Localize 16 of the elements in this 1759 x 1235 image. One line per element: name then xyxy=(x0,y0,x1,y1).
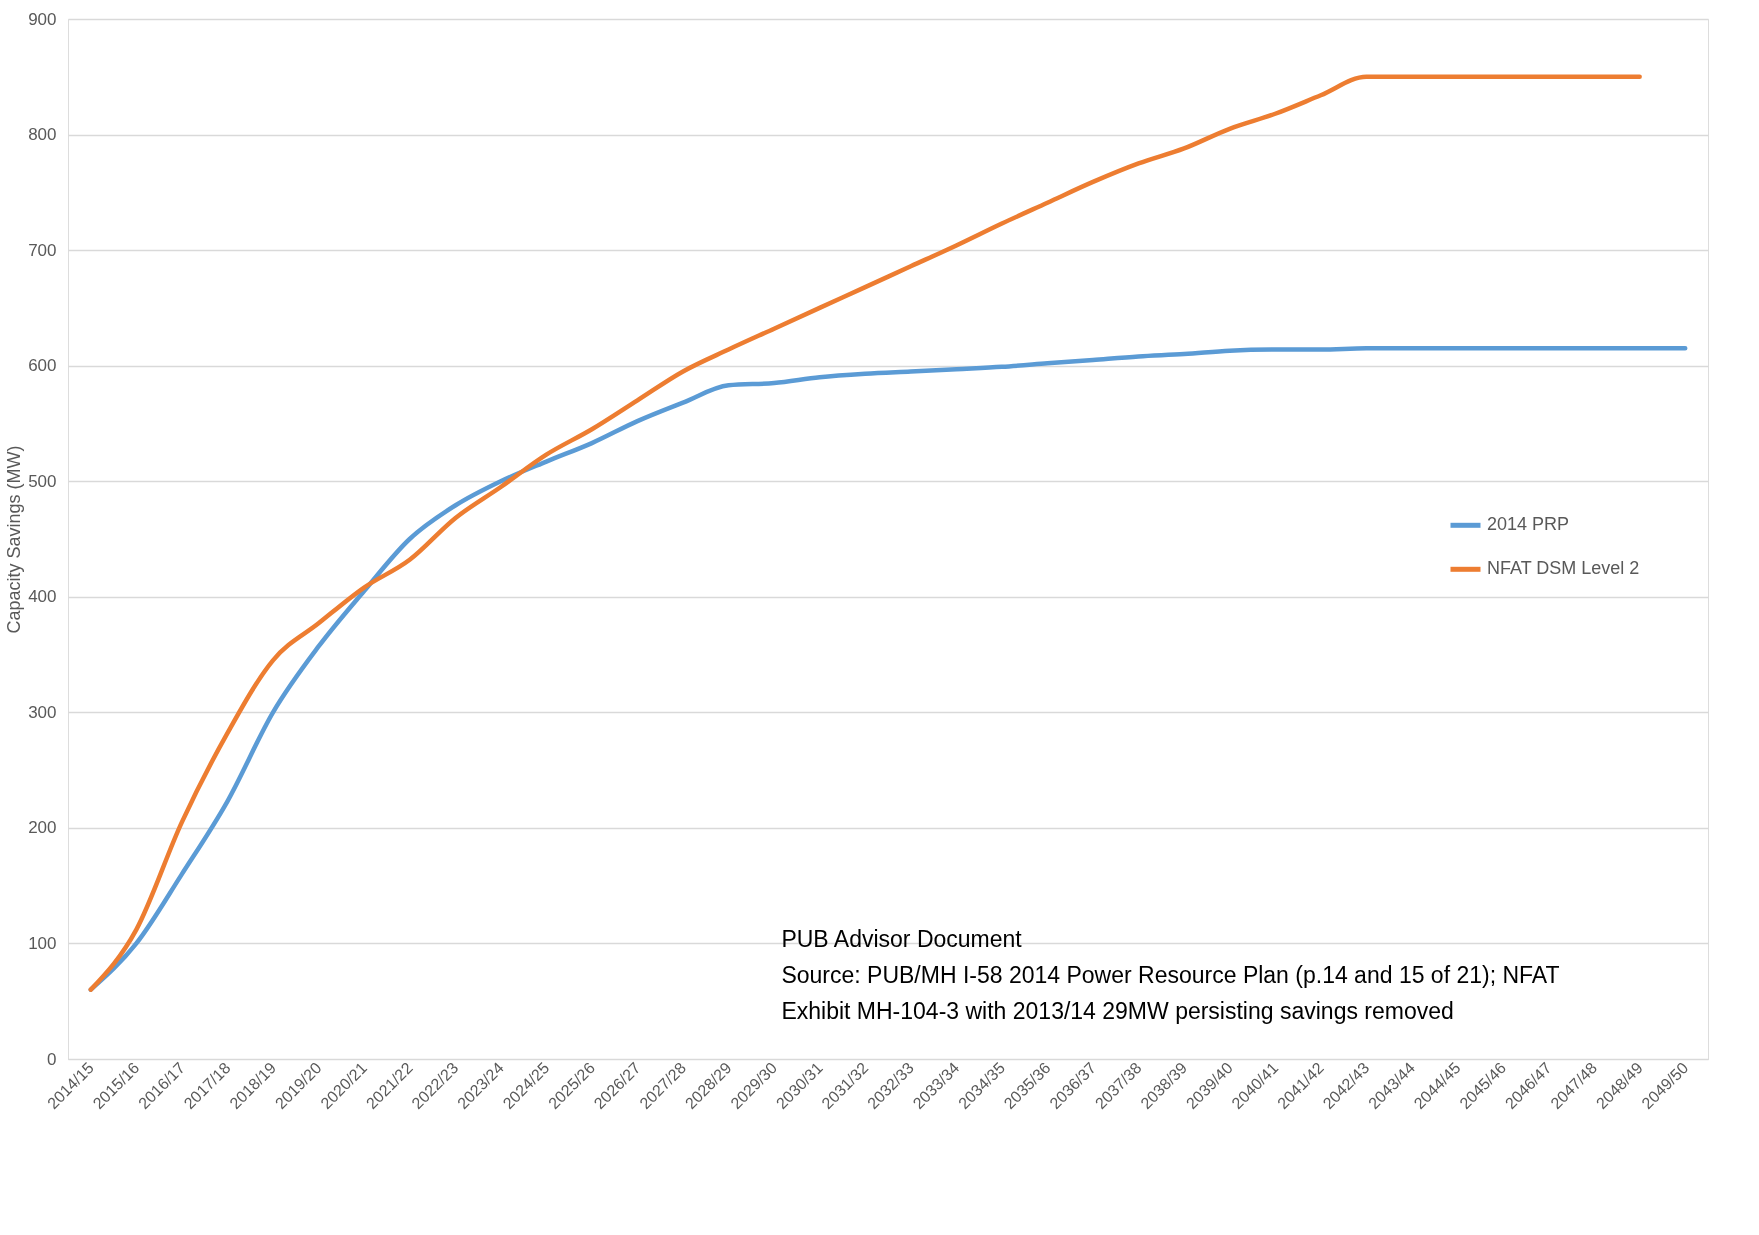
y-tick-label: 600 xyxy=(28,356,57,376)
annotation: Exhibit MH-104-3 with 2013/14 29MW persisting savings removed xyxy=(781,998,1454,1024)
y-tick-label: 300 xyxy=(28,702,57,722)
legend-label: 2014 PRP xyxy=(1487,514,1570,535)
y-tick-label: 200 xyxy=(28,818,57,838)
annotation: Source: PUB/MH I-58 2014 Power Resource Plan (p.14 and 15 of 21); NFAT xyxy=(781,962,1560,988)
y-tick-label: 100 xyxy=(28,933,57,953)
y-axis-title: Capacity Savings (MW) xyxy=(4,445,25,634)
y-tick-label: 800 xyxy=(28,125,57,145)
line-series xyxy=(88,74,1642,992)
annotation: PUB Advisor Document xyxy=(781,926,1023,952)
legend-label: NFAT DSM Level 2 xyxy=(1487,558,1640,579)
y-tick-label: 700 xyxy=(28,240,57,260)
y-tick-label: 500 xyxy=(28,471,57,491)
y-tick-label: 400 xyxy=(28,587,57,607)
y-tick-label: 900 xyxy=(28,9,57,29)
